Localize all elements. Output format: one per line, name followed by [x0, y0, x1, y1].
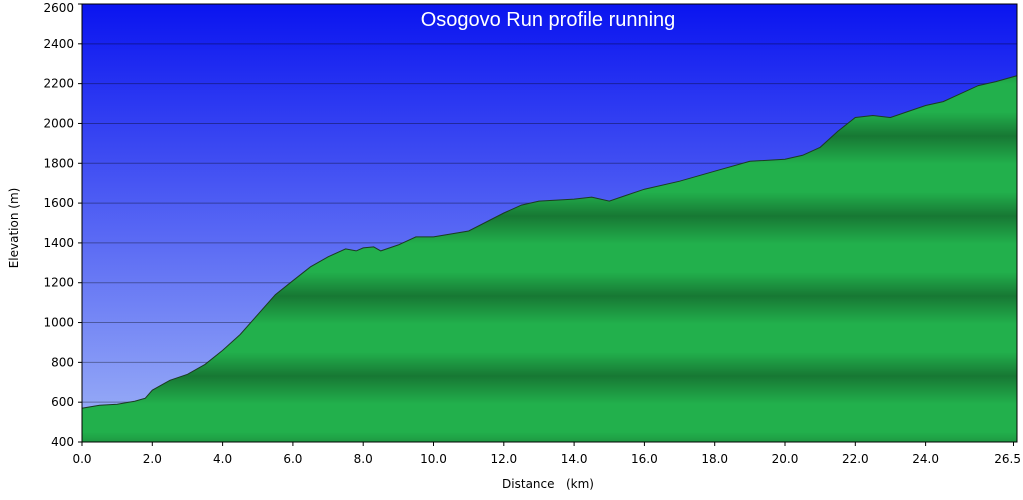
x-axis-label: Distance (km) — [502, 477, 594, 491]
y-tick-label: 400 — [51, 435, 74, 449]
x-tick-label: 6.0 — [283, 452, 302, 466]
x-tick-label: 24.0 — [912, 452, 939, 466]
x-tick-label: 14.0 — [561, 452, 588, 466]
chart-title: Osogovo Run profile running — [421, 9, 676, 31]
x-tick-label: 18.0 — [701, 452, 728, 466]
x-tick-label: 16.0 — [631, 452, 658, 466]
y-tick-label: 800 — [51, 355, 74, 369]
y-axis: 400 600 800 1000 1200 1400 1600 1800 2000 2200 240… — [43, 1, 82, 449]
x-tick-label: 2.0 — [143, 452, 162, 466]
y-axis-label: Elevation (m) — [7, 188, 21, 269]
y-tick-label: 2600 — [43, 1, 74, 15]
plot-border — [81, 3, 1018, 443]
y-tick-label: 1000 — [43, 316, 74, 330]
x-tick-label: 4.0 — [213, 452, 232, 466]
y-tick-label: 2000 — [43, 116, 74, 130]
y-tick-label: 1800 — [43, 156, 74, 170]
x-tick-label: 10.0 — [420, 452, 447, 466]
y-tick-label: 600 — [51, 395, 74, 409]
x-tick-label: 26.5 — [994, 452, 1021, 466]
y-tick-label: 1200 — [43, 276, 74, 290]
x-tick-label: 20.0 — [772, 452, 799, 466]
y-tick-label: 2400 — [43, 37, 74, 51]
y-tick-label: 1600 — [43, 196, 74, 210]
x-tick-label: 0.0 — [72, 452, 91, 466]
x-tick-label: 8.0 — [354, 452, 373, 466]
y-tick-label: 1400 — [43, 236, 74, 250]
y-tick-label: 2200 — [43, 77, 74, 91]
x-tick-label: 12.0 — [490, 452, 517, 466]
elevation-area — [81, 75, 1018, 443]
x-axis: 0.0 2.0 4.0 6.0 8.0 10.0 12.0 14.0 16.0 18.0 20.0 2… — [72, 442, 1021, 466]
x-tick-label: 22.0 — [842, 452, 869, 466]
